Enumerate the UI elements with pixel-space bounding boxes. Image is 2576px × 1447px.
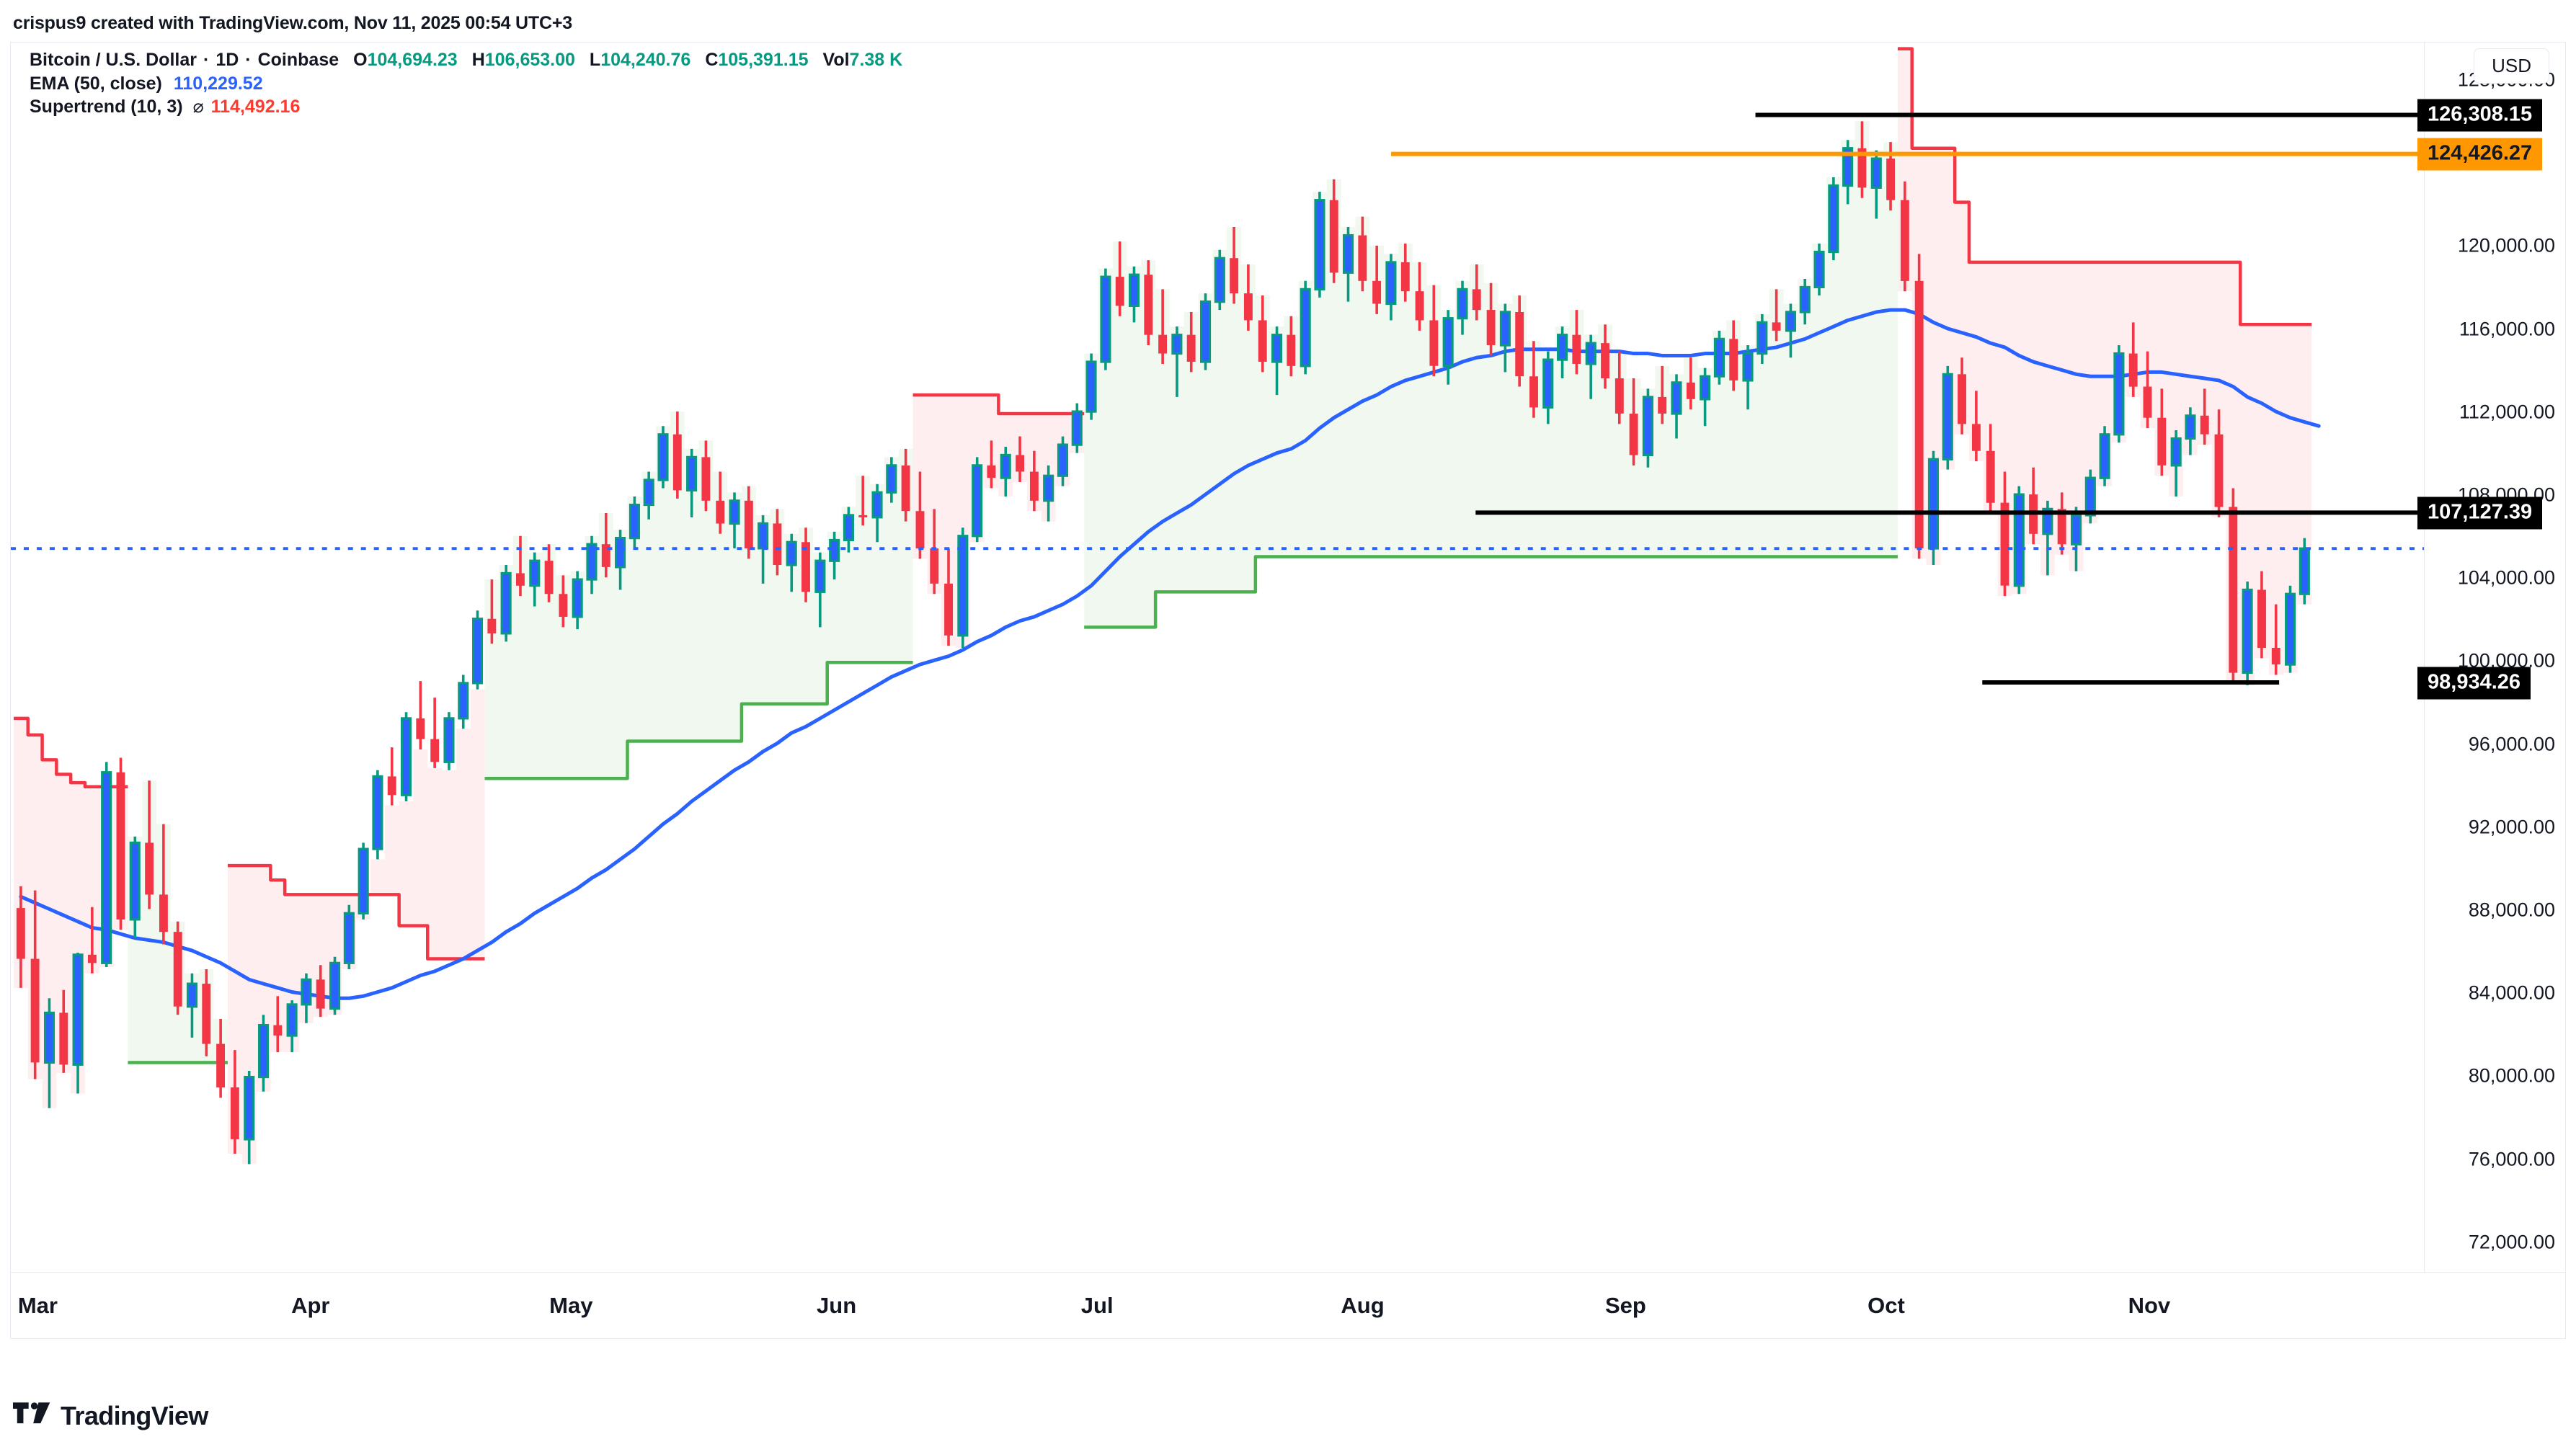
- time-tick: Nov: [2128, 1293, 2171, 1318]
- price-scale[interactable]: 128,000.00120,000.00116,000.00112,000.00…: [2417, 43, 2565, 1338]
- time-tick: Jun: [817, 1293, 857, 1318]
- time-scale[interactable]: Mar Apr May Jun Jul Aug Sep Oct Nov: [11, 1272, 2565, 1338]
- attribution-text: crispus9 created with TradingView.com, N…: [13, 13, 572, 33]
- legend-sep-2: ·: [245, 50, 252, 70]
- price-badge-support-lower[interactable]: 98,934.26: [2417, 667, 2531, 700]
- time-tick: Sep: [1604, 1293, 1646, 1318]
- price-badge-support-mid[interactable]: 107,127.39: [2417, 497, 2543, 530]
- legend-volume-label: Vol: [822, 50, 850, 70]
- average-glyph-icon: ⌀: [192, 97, 204, 117]
- price-badge-resistance-upper[interactable]: 126,308.15: [2417, 99, 2543, 132]
- price-tick: 76,000.00: [2468, 1148, 2555, 1170]
- price-tick: 72,000.00: [2468, 1231, 2555, 1253]
- legend-low-value: 104,240.76: [600, 50, 691, 70]
- price-tick: 112,000.00: [2459, 401, 2555, 423]
- legend-close-label: C: [705, 50, 719, 70]
- legend-supertrend-name: Supertrend (10, 3): [30, 97, 183, 117]
- legend-high-value: 106,653.00: [484, 50, 575, 70]
- legend-sep-1: ·: [203, 50, 210, 70]
- price-level-lines-layer: [1391, 112, 2424, 685]
- price-tick: 116,000.00: [2459, 318, 2555, 339]
- time-tick: Apr: [291, 1293, 330, 1318]
- price-tick: 84,000.00: [2468, 981, 2555, 1004]
- legend-supertrend-row[interactable]: Supertrend (10, 3) ⌀ 114,492.16: [30, 95, 902, 119]
- price-tick: 96,000.00: [2468, 733, 2555, 754]
- legend-supertrend-value: 114,492.16: [210, 97, 301, 117]
- legend-ema-name: EMA (50, close): [30, 73, 162, 94]
- legend-exchange: Coinbase: [257, 50, 339, 70]
- time-tick: Oct: [1867, 1293, 1905, 1318]
- candlestick-chart-svg[interactable]: [11, 43, 2424, 1272]
- time-tick: Jul: [1080, 1293, 1114, 1318]
- legend-high-label: H: [471, 50, 485, 70]
- chart-plot-area[interactable]: [11, 43, 2424, 1272]
- legend-interval: 1D: [216, 50, 239, 70]
- price-tick: 104,000.00: [2457, 566, 2555, 589]
- tradingview-mark-icon: [13, 1402, 50, 1424]
- price-tick: 88,000.00: [2468, 899, 2555, 921]
- legend-close-value: 105,391.15: [718, 50, 809, 70]
- price-badge-resistance-amber[interactable]: 124,426.27: [2417, 138, 2543, 171]
- supertrend-line-layer: [13, 47, 2312, 1064]
- price-tick: 92,000.00: [2468, 816, 2555, 838]
- tradingview-wordmark: TradingView: [61, 1401, 208, 1430]
- legend-open-value: 104,694.23: [367, 50, 458, 70]
- price-tick: 120,000.00: [2457, 234, 2555, 257]
- time-tick: Aug: [1341, 1293, 1385, 1318]
- legend-ema-row[interactable]: EMA (50, close) 110,229.52: [30, 72, 902, 96]
- legend-open-label: O: [353, 50, 368, 70]
- legend-ema-value: 110,229.52: [173, 73, 263, 94]
- price-tick: 80,000.00: [2468, 1064, 2555, 1087]
- ema-line-layer: [19, 308, 2321, 1000]
- legend-low-label: L: [589, 50, 601, 70]
- candlestick-layer: [16, 121, 2310, 1165]
- time-tick: May: [549, 1293, 593, 1318]
- tradingview-logo: TradingView: [13, 1401, 208, 1431]
- currency-selector[interactable]: USD: [2474, 48, 2549, 84]
- time-tick: Mar: [17, 1293, 58, 1318]
- legend-symbol: Bitcoin / U.S. Dollar: [30, 50, 197, 70]
- legend-volume-value: 7.38 K: [849, 50, 903, 70]
